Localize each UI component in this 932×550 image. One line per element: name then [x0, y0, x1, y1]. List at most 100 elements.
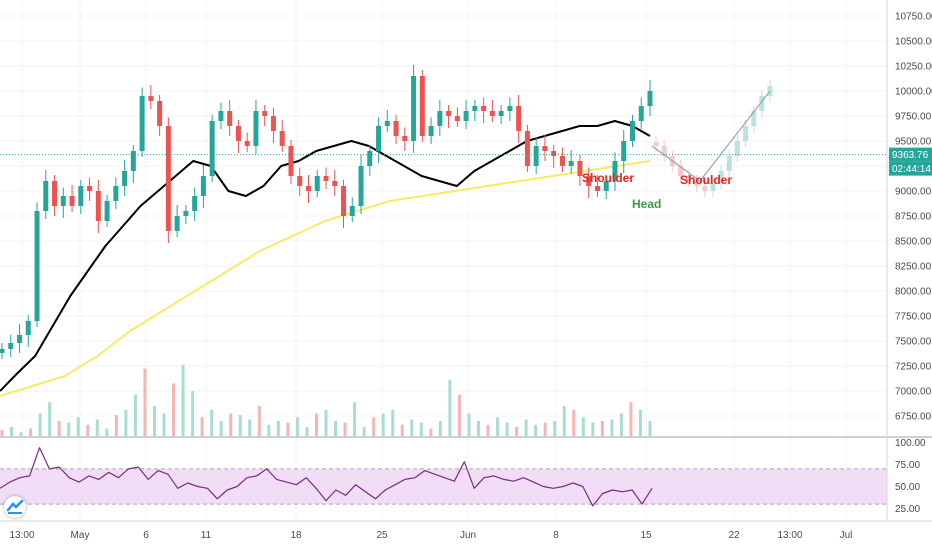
price-tag: [889, 147, 932, 162]
candle-body: [192, 196, 198, 211]
volume-bar: [362, 427, 366, 436]
countdown-tag: [889, 161, 932, 176]
volume-bar: [353, 402, 357, 436]
volume-bar: [105, 428, 109, 436]
candle-body: [25, 321, 31, 335]
candle-body: [279, 131, 285, 146]
y-tick-label: 7000.00: [895, 387, 932, 398]
y-tick-label: 10000.00: [895, 87, 932, 98]
projected-body: [759, 96, 765, 111]
candle-body: [586, 176, 592, 186]
pattern-annotation: Shoulder: [582, 171, 634, 185]
y-tick-label: 8500.00: [895, 237, 932, 248]
y-tick-label: 7500.00: [895, 337, 932, 348]
volume-bar: [267, 424, 271, 436]
candle-body: [305, 186, 311, 191]
candle-body: [288, 146, 294, 176]
candle-body: [113, 186, 119, 201]
projected-body: [677, 166, 683, 176]
x-tick-label: 15: [640, 530, 652, 541]
volume-bar: [581, 417, 585, 436]
moving-average-50: [0, 120, 651, 392]
y-tick-label: 7750.00: [895, 312, 932, 323]
x-tick-label: 22: [728, 530, 740, 541]
volume-bar: [343, 422, 347, 436]
volume-bar: [19, 432, 23, 436]
volume-bar: [29, 428, 33, 436]
volume-bar: [152, 406, 156, 436]
volume-bar: [438, 421, 442, 436]
volume-bar: [496, 417, 500, 436]
y-tick-label: 8250.00: [895, 262, 932, 273]
projected-body: [710, 183, 716, 191]
candle-body: [524, 131, 530, 166]
volume-bar: [257, 406, 261, 436]
candle-body: [551, 151, 557, 156]
x-tick-label: 13:00: [777, 530, 802, 541]
candle-body: [559, 156, 565, 166]
volume-bar: [10, 427, 14, 436]
volume-bar: [457, 394, 461, 436]
volume-bar: [114, 415, 118, 436]
volume-bar: [295, 417, 299, 436]
pattern-annotation: Head: [632, 197, 661, 211]
candle-body: [621, 141, 627, 161]
volume-bar: [276, 421, 280, 436]
projected-body: [686, 176, 692, 181]
candle-body: [568, 161, 574, 166]
volume-bar: [238, 415, 242, 436]
candle-body: [349, 206, 355, 216]
candle-body: [297, 176, 303, 186]
volume-bar: [219, 421, 223, 436]
x-tick-label: 11: [201, 530, 212, 541]
volume-bar: [619, 413, 623, 436]
projected-body: [653, 142, 659, 146]
candle-body: [428, 126, 434, 136]
projected-body: [734, 141, 740, 156]
volume-bar: [448, 379, 452, 436]
candle-body: [384, 121, 390, 126]
volume-bar: [391, 409, 395, 436]
tradingview-logo-icon[interactable]: [4, 496, 26, 518]
volume-bar: [314, 413, 318, 436]
candle-body: [174, 216, 180, 231]
candle-body: [516, 106, 522, 131]
candle-body: [157, 101, 163, 126]
candle-body: [577, 161, 583, 176]
volume-bar: [48, 402, 52, 436]
candle-body: [594, 186, 600, 191]
rsi-panel: [0, 436, 932, 507]
candle-body: [489, 111, 495, 116]
y-tick-label: 6750.00: [895, 412, 932, 423]
candle-body: [69, 196, 75, 206]
volume-bar: [553, 421, 557, 436]
ma200-line: [0, 160, 651, 397]
candle-body: [8, 343, 14, 349]
candle-body: [227, 111, 233, 126]
volume-bar: [172, 383, 176, 436]
projected-body: [743, 126, 749, 141]
volume-bar: [543, 422, 547, 436]
rsi-tick-label: 50.00: [895, 482, 920, 493]
x-tick-label: Jul: [840, 530, 853, 541]
volume-bar: [124, 409, 128, 436]
candle-body: [218, 111, 224, 121]
candle-body: [52, 181, 58, 206]
y-tick-label: 8750.00: [895, 212, 932, 223]
candle-body: [463, 111, 469, 121]
candle-body: [200, 176, 206, 196]
candle-body: [244, 141, 250, 146]
volume-bar: [648, 421, 652, 436]
volume-bar: [57, 421, 61, 436]
candle-body: [411, 76, 417, 141]
volume-bar: [229, 413, 233, 436]
candlesticks: [0, 65, 653, 359]
volume-bar: [86, 424, 90, 436]
volume-bar: [248, 419, 252, 436]
candle-body: [183, 211, 189, 216]
candle-body: [209, 121, 215, 176]
projected-body: [726, 156, 732, 171]
candle-body: [17, 335, 23, 343]
